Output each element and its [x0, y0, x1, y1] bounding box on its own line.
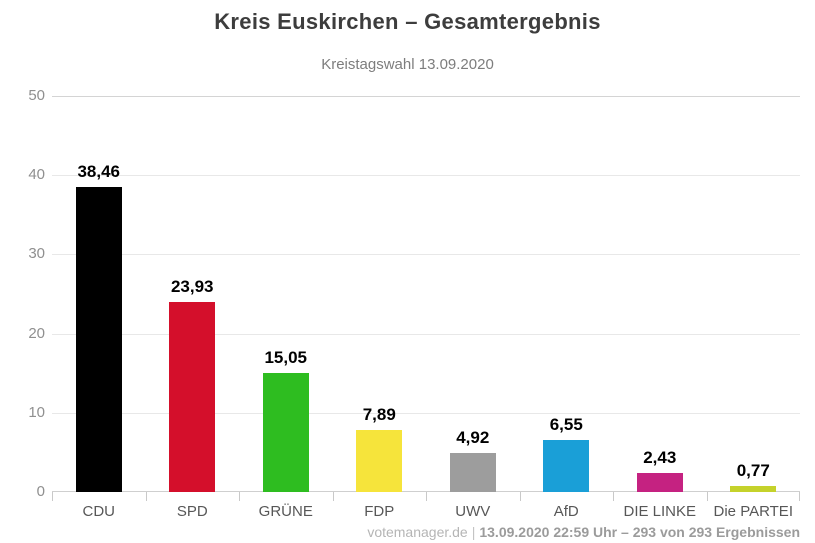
y-tick-label-10: 10	[28, 403, 45, 421]
bar-uwv[interactable]	[449, 453, 496, 492]
value-label-die-partei: 0,77	[736, 460, 770, 480]
x-axis-tick	[146, 492, 147, 501]
gridline-50	[52, 96, 800, 97]
bar-afd[interactable]	[543, 440, 590, 492]
value-label-grüne: 15,05	[264, 347, 308, 367]
category-label-spd: SPD	[176, 503, 208, 520]
bar-die-linke[interactable]	[636, 472, 683, 492]
bar-cdu[interactable]	[75, 187, 122, 492]
value-label-afd: 6,55	[549, 415, 583, 435]
value-label-die-linke: 2,43	[643, 447, 677, 467]
x-axis-tick	[613, 492, 614, 501]
category-label-afd: AfD	[553, 503, 579, 520]
category-label-uwv: UWV	[455, 503, 491, 520]
y-tick-label-20: 20	[28, 324, 45, 342]
x-axis-tick	[520, 492, 521, 501]
y-tick-label-0: 0	[36, 483, 45, 500]
y-tick-label-50: 50	[28, 87, 45, 104]
y-tick-label-30: 30	[28, 245, 45, 263]
gridline-30	[52, 254, 800, 256]
chart-title: Kreis Euskirchen – Gesamtergebnis	[214, 9, 601, 34]
bar-spd[interactable]	[169, 302, 216, 492]
gridline-0	[52, 491, 800, 492]
value-label-fdp: 7,89	[362, 404, 396, 424]
x-axis-tick	[707, 492, 708, 501]
y-tick-label-40: 40	[28, 166, 45, 184]
chart-footer: votemanager.de | 13.09.2020 22:59 Uhr – 29…	[367, 524, 800, 540]
footer-status-text: 13.09.2020 22:59 Uhr – 293 von 293 Ergeb…	[479, 524, 800, 540]
footer-separator: |	[471, 524, 476, 540]
x-axis-tick	[799, 492, 800, 501]
category-label-fdp: FDP	[364, 503, 395, 520]
bar-grüne[interactable]	[262, 372, 309, 492]
gridline-10	[52, 412, 800, 414]
category-label-cdu: CDU	[82, 503, 116, 520]
x-axis-tick	[239, 492, 240, 501]
x-axis-tick	[426, 492, 427, 501]
category-label-die-linke: DIE LINKE	[623, 503, 697, 520]
chart-subtitle: Kreistagswahl 13.09.2020	[321, 56, 494, 73]
value-label-uwv: 4,92	[456, 428, 490, 448]
bar-fdp[interactable]	[356, 429, 403, 492]
category-label-grüne: GRÜNE	[258, 503, 313, 520]
gridline-20	[52, 333, 800, 335]
x-axis-tick	[333, 492, 334, 501]
bar-die-partei[interactable]	[730, 485, 777, 492]
category-label-die-partei: Die PARTEI	[713, 503, 793, 520]
plot-area: 38,46 CDU 23,93 SPD 15,05 GRÜNE 7,89 FDP 4,92 UWV…	[52, 96, 800, 520]
footer-source-link[interactable]: votemanager.de	[367, 524, 468, 540]
y-axis: 0 10 20 30 40 50	[0, 87, 45, 500]
value-label-cdu: 38,46	[77, 162, 121, 182]
value-label-spd: 23,93	[170, 277, 214, 297]
x-axis-tick	[52, 492, 53, 501]
gridline-40	[52, 175, 800, 177]
